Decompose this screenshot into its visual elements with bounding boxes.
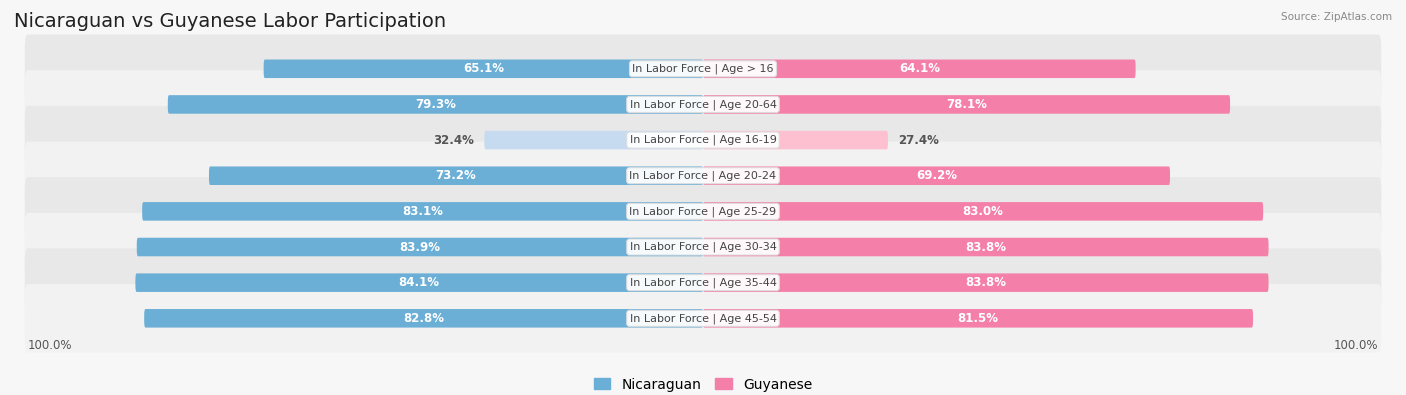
FancyBboxPatch shape	[209, 166, 703, 185]
Text: 84.1%: 84.1%	[399, 276, 440, 289]
FancyBboxPatch shape	[145, 309, 703, 327]
Text: In Labor Force | Age 20-24: In Labor Force | Age 20-24	[630, 171, 776, 181]
Text: 81.5%: 81.5%	[957, 312, 998, 325]
FancyBboxPatch shape	[25, 284, 1381, 352]
Text: 27.4%: 27.4%	[898, 134, 939, 147]
Text: Nicaraguan vs Guyanese Labor Participation: Nicaraguan vs Guyanese Labor Participati…	[14, 12, 446, 31]
FancyBboxPatch shape	[703, 95, 1230, 114]
FancyBboxPatch shape	[25, 70, 1381, 139]
FancyBboxPatch shape	[703, 238, 1268, 256]
FancyBboxPatch shape	[25, 141, 1381, 210]
Text: 83.1%: 83.1%	[402, 205, 443, 218]
FancyBboxPatch shape	[135, 273, 703, 292]
Text: In Labor Force | Age 20-64: In Labor Force | Age 20-64	[630, 99, 776, 110]
Legend: Nicaraguan, Guyanese: Nicaraguan, Guyanese	[588, 372, 818, 395]
FancyBboxPatch shape	[264, 60, 703, 78]
FancyBboxPatch shape	[136, 238, 703, 256]
Text: Source: ZipAtlas.com: Source: ZipAtlas.com	[1281, 12, 1392, 22]
Text: In Labor Force | Age > 16: In Labor Force | Age > 16	[633, 64, 773, 74]
FancyBboxPatch shape	[167, 95, 703, 114]
Text: 83.9%: 83.9%	[399, 241, 440, 254]
Text: In Labor Force | Age 35-44: In Labor Force | Age 35-44	[630, 277, 776, 288]
Text: 32.4%: 32.4%	[433, 134, 474, 147]
FancyBboxPatch shape	[25, 213, 1381, 281]
FancyBboxPatch shape	[703, 166, 1170, 185]
Text: In Labor Force | Age 16-19: In Labor Force | Age 16-19	[630, 135, 776, 145]
Text: 73.2%: 73.2%	[436, 169, 477, 182]
FancyBboxPatch shape	[142, 202, 703, 221]
FancyBboxPatch shape	[703, 202, 1263, 221]
Text: In Labor Force | Age 30-34: In Labor Force | Age 30-34	[630, 242, 776, 252]
Text: 100.0%: 100.0%	[1333, 339, 1378, 352]
FancyBboxPatch shape	[25, 248, 1381, 317]
Text: 78.1%: 78.1%	[946, 98, 987, 111]
FancyBboxPatch shape	[703, 273, 1268, 292]
Text: 83.8%: 83.8%	[966, 241, 1007, 254]
Text: 64.1%: 64.1%	[898, 62, 939, 75]
FancyBboxPatch shape	[703, 60, 1136, 78]
FancyBboxPatch shape	[25, 106, 1381, 174]
FancyBboxPatch shape	[25, 177, 1381, 246]
Text: 65.1%: 65.1%	[463, 62, 503, 75]
FancyBboxPatch shape	[703, 131, 889, 149]
Text: In Labor Force | Age 45-54: In Labor Force | Age 45-54	[630, 313, 776, 324]
Text: 82.8%: 82.8%	[404, 312, 444, 325]
Text: 79.3%: 79.3%	[415, 98, 456, 111]
Text: 69.2%: 69.2%	[915, 169, 957, 182]
FancyBboxPatch shape	[484, 131, 703, 149]
Text: 83.0%: 83.0%	[963, 205, 1004, 218]
Text: 83.8%: 83.8%	[966, 276, 1007, 289]
Text: 100.0%: 100.0%	[28, 339, 73, 352]
FancyBboxPatch shape	[25, 35, 1381, 103]
Text: In Labor Force | Age 25-29: In Labor Force | Age 25-29	[630, 206, 776, 216]
FancyBboxPatch shape	[703, 309, 1253, 327]
